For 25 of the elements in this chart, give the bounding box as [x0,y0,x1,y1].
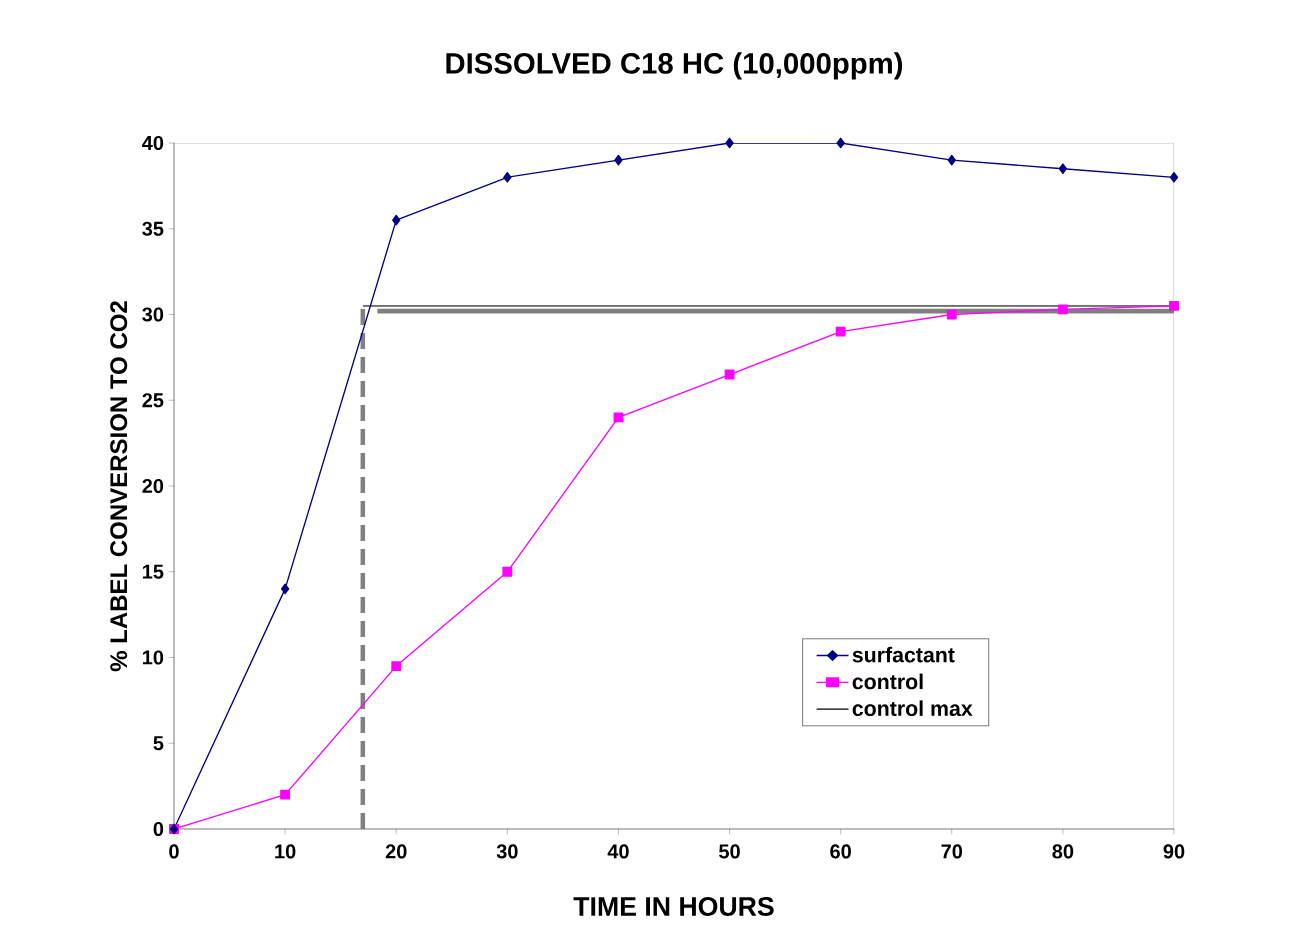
y-tick-label: 35 [142,221,164,236]
x-tick-label: 20 [385,844,407,859]
y-tick-label: 30 [142,307,164,322]
y-tick-label: 20 [142,478,164,494]
x-tick-label: 40 [607,844,629,859]
x-axis-title: TIME IN HOURS [573,897,774,916]
legend-label: control [852,673,923,690]
x-tick-label: 0 [169,844,179,859]
legend-label: surfactant [852,646,955,663]
y-tick-label: 40 [142,135,164,151]
y-tick-label: 0 [153,821,164,837]
y-tick-label: 25 [142,393,164,408]
y-axis-title: % LABEL CONVERSION TO CO2 [110,301,128,672]
x-tick-label: 70 [941,844,963,859]
y-tick-label: 5 [153,736,164,751]
x-tick-label: 80 [1052,844,1074,859]
chart-title: DISSOLVED C18 HC (10,000ppm) [446,52,903,80]
legend-label: control max [852,700,973,717]
y-tick-label: 15 [142,564,164,579]
x-tick-label: 10 [275,844,296,859]
y-tick-label: 10 [142,650,164,665]
x-tick-label: 50 [719,844,740,859]
x-tick-label: 30 [496,844,518,859]
x-tick-label: 60 [830,844,851,859]
x-tick-label: 90 [1163,844,1185,859]
